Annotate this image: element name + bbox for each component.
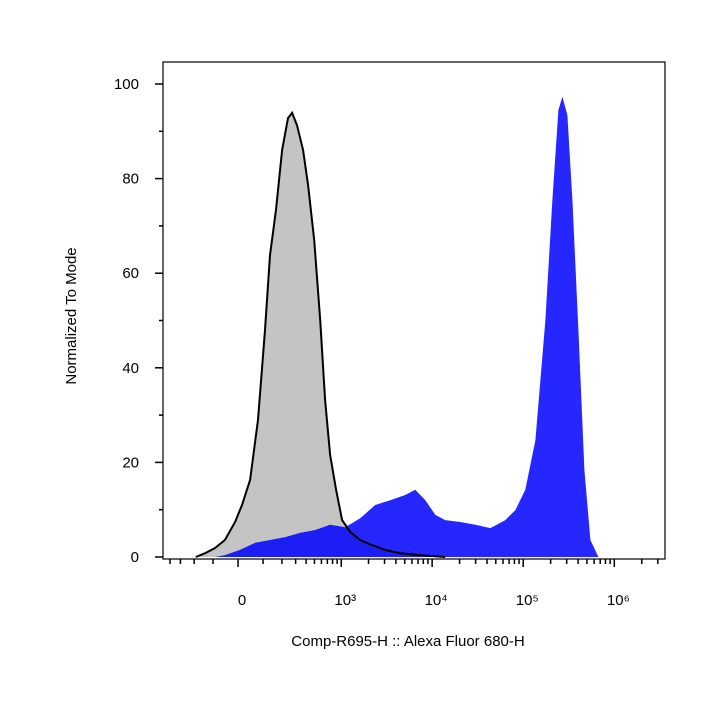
y-tick-label: 40 [122, 360, 139, 377]
x-tick-label: 10⁵ [516, 592, 539, 609]
y-tick-label: 20 [122, 454, 139, 471]
histogram-outline [195, 110, 446, 558]
x-tick-label: 10³ [334, 592, 356, 609]
plot-frame [162, 61, 666, 560]
x-axis-label: Comp-R695-H :: Alexa Fluor 680-H [291, 633, 524, 650]
y-tick-label: 80 [122, 171, 139, 188]
y-tick-label: 0 [131, 549, 139, 566]
y-axis-label: Normalized To Mode [63, 247, 80, 384]
x-tick-label: 0 [238, 592, 246, 609]
x-tick-label: 10⁶ [607, 592, 630, 609]
x-tick-label: 10⁴ [425, 592, 448, 609]
histogram-area [215, 96, 599, 558]
y-tick-label: 60 [122, 265, 139, 282]
y-tick-label: 100 [114, 76, 139, 93]
